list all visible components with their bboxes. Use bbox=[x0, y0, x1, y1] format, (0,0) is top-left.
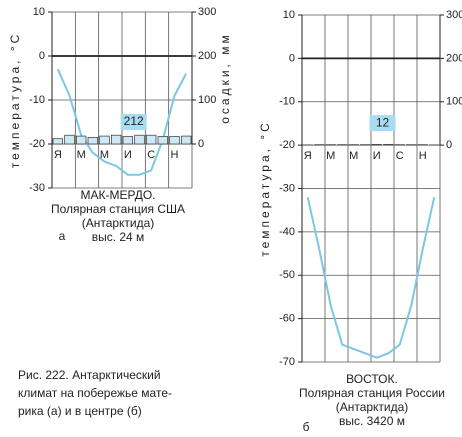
panel-label: а bbox=[59, 229, 66, 243]
x-tick-label: И bbox=[373, 150, 381, 162]
x-tick-label: Н bbox=[419, 150, 427, 162]
y2-tick-label: 200 bbox=[446, 52, 462, 64]
y-tick-label: 10 bbox=[283, 9, 295, 21]
x-tick-label: И bbox=[124, 149, 132, 161]
precip-bar bbox=[122, 136, 134, 145]
x-tick-label: М bbox=[77, 149, 86, 161]
annotation-box bbox=[369, 115, 396, 132]
y-tick-label: 0 bbox=[39, 50, 45, 62]
annotation: 12 bbox=[376, 115, 390, 129]
x-tick-label: М bbox=[349, 150, 358, 162]
station-label: Полярная станция России bbox=[299, 386, 445, 400]
y2-tick-label: 0 bbox=[446, 139, 452, 151]
y2-axis-label: осадки, мм bbox=[218, 32, 232, 123]
y-tick-label: -10 bbox=[29, 94, 45, 106]
precip-bar bbox=[180, 135, 192, 145]
y-tick-label: -20 bbox=[279, 139, 295, 151]
y-tick-label: 10 bbox=[33, 6, 45, 18]
y2-tick-label: 100 bbox=[446, 96, 462, 108]
station-label: выс. 3420 м bbox=[339, 414, 405, 428]
y-tick-label: -60 bbox=[279, 313, 295, 325]
precip-bar bbox=[383, 144, 394, 146]
precip-bar bbox=[64, 134, 75, 145]
caption-line: рика (а) и в центре (б) bbox=[18, 404, 142, 418]
y-axis-label: температура, °С bbox=[8, 32, 22, 169]
station-label: выс. 24 м bbox=[92, 230, 145, 244]
station-label: Полярная станция США bbox=[51, 202, 185, 216]
y-tick-label: -40 bbox=[279, 226, 295, 238]
precip-bar bbox=[52, 138, 64, 145]
y2-tick-label: 300 bbox=[198, 6, 216, 18]
y-tick-label: -20 bbox=[29, 138, 45, 150]
station-label: МАК-МЕРДО. bbox=[81, 188, 156, 202]
panel-label: б bbox=[303, 420, 310, 434]
x-tick-label: Н bbox=[171, 149, 179, 161]
precip-bar bbox=[110, 134, 122, 145]
y-tick-label: -50 bbox=[279, 269, 295, 281]
annotation: 212 bbox=[124, 114, 144, 128]
caption-line: Рис. 222. Антарктический bbox=[18, 368, 161, 382]
y-tick-label: 0 bbox=[289, 52, 295, 64]
y-tick-label: -30 bbox=[279, 182, 295, 194]
x-tick-label: Я bbox=[54, 149, 62, 161]
y2-tick-label: 300 bbox=[446, 9, 462, 21]
y2-tick-label: 200 bbox=[198, 50, 216, 62]
precip-bar bbox=[134, 134, 145, 145]
y-axis-label: температура, °С bbox=[258, 120, 272, 257]
station-label: ВОСТОК. bbox=[346, 372, 398, 386]
y-tick-label: -70 bbox=[279, 356, 295, 368]
precip-bar bbox=[157, 136, 169, 145]
precip-bar bbox=[371, 144, 382, 146]
caption-line: климат на побережье мате- bbox=[18, 386, 172, 400]
temperature-line bbox=[306, 196, 436, 359]
x-tick-label: М bbox=[326, 150, 335, 162]
y2-tick-label: 100 bbox=[198, 94, 216, 106]
temperature-line bbox=[56, 68, 188, 176]
precip-bar bbox=[75, 135, 87, 145]
x-tick-label: С bbox=[396, 150, 404, 162]
precip-bar bbox=[169, 136, 180, 145]
x-tick-label: М bbox=[100, 149, 109, 161]
precip-bar bbox=[145, 134, 157, 145]
precip-bar bbox=[87, 137, 99, 145]
x-tick-label: Я bbox=[304, 150, 312, 162]
station-label: (Антарктида) bbox=[336, 400, 409, 414]
y-tick-label: -30 bbox=[29, 182, 45, 194]
y-tick-label: -10 bbox=[279, 96, 295, 108]
x-tick-label: С bbox=[147, 149, 155, 161]
y2-tick-label: 0 bbox=[198, 138, 204, 150]
precip-bar bbox=[99, 135, 110, 145]
annotation-box bbox=[120, 114, 147, 130]
station-label: (Антарктида) bbox=[82, 216, 155, 230]
